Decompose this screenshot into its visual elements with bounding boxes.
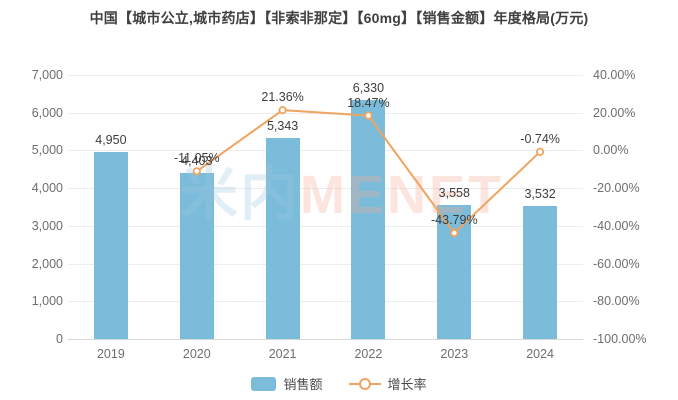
legend-sales-label: 销售额 — [283, 377, 323, 392]
bar-2024[interactable] — [523, 205, 558, 339]
left-axis-tick: 4,000 — [31, 181, 63, 196]
right-axis-tick: -100.00% — [593, 332, 647, 346]
bar-2022[interactable] — [351, 100, 386, 339]
bar-2020[interactable] — [179, 172, 214, 339]
growth-point-2021[interactable] — [278, 105, 287, 115]
gridline — [68, 225, 583, 227]
right-axis-tick: 0.00% — [593, 143, 629, 158]
left-axis-tick: 7,000 — [31, 68, 63, 82]
x-axis-label-2020: 2020 — [182, 347, 211, 361]
gridline — [68, 150, 583, 152]
growth-point-2024[interactable] — [535, 147, 545, 156]
x-axis-line — [68, 339, 583, 340]
bar-value-label: 6,330 — [352, 81, 385, 96]
gridline — [68, 188, 583, 190]
line-ring-icon — [348, 377, 381, 391]
bar-2021[interactable] — [265, 137, 300, 339]
left-axis-tick: 1,000 — [31, 294, 63, 309]
legend-item-sales[interactable]: 销售额 — [251, 374, 323, 393]
legend-growth-label: 增长率 — [387, 377, 427, 392]
growth-point-2023[interactable] — [450, 228, 459, 238]
legend: 销售额 增长率 — [0, 374, 678, 393]
growth-value-label: -0.74% — [520, 131, 560, 146]
gridline — [68, 263, 583, 265]
right-axis-tick: 20.00% — [593, 105, 636, 120]
gridline — [68, 301, 583, 303]
left-axis-tick: 2,000 — [31, 256, 63, 271]
bar-2019[interactable] — [93, 152, 128, 339]
legend-item-growth[interactable]: 增长率 — [348, 374, 427, 393]
x-axis-label-2022: 2022 — [354, 347, 383, 361]
bar-2023[interactable] — [437, 204, 472, 339]
right-axis-tick: -40.00% — [593, 218, 640, 233]
growth-value-label: -11.05% — [173, 151, 220, 166]
bar-value-label: 4,950 — [95, 133, 127, 148]
gridline — [68, 75, 583, 76]
right-axis-tick: -60.00% — [593, 256, 640, 271]
left-axis-tick: 3,000 — [31, 218, 63, 233]
growth-value-label: -43.79% — [431, 213, 478, 227]
chart-title: 中国【城市公立,城市药店】【非索非那定】【60mg】【销售金额】年度格局(万元) — [89, 10, 589, 26]
x-axis-label-2023: 2023 — [440, 347, 469, 361]
right-axis-tick: 40.00% — [593, 68, 636, 82]
x-axis-label-2024: 2024 — [526, 347, 554, 361]
bar-value-label: 3,532 — [524, 186, 556, 201]
bar-value-label: 5,343 — [266, 118, 299, 133]
x-axis-label-2019: 2019 — [96, 347, 125, 361]
growth-point-2022[interactable] — [364, 111, 373, 120]
bar-value-label: 4,403 — [181, 153, 213, 168]
x-axis-label-2021: 2021 — [268, 347, 297, 361]
right-axis-tick: -80.00% — [593, 294, 640, 309]
growth-value-label: 18.47% — [347, 95, 390, 110]
right-axis-tick: -20.00% — [593, 181, 640, 196]
left-axis-tick: 6,000 — [31, 105, 63, 120]
left-axis-tick: 0 — [56, 332, 63, 346]
growth-value-label: 21.36% — [261, 90, 304, 105]
bar-swatch-icon — [251, 376, 277, 391]
left-axis-tick: 5,000 — [31, 143, 63, 158]
growth-point-2020[interactable] — [192, 167, 201, 176]
growth-line-layer — [192, 105, 545, 238]
bar-value-label: 3,558 — [438, 185, 470, 200]
